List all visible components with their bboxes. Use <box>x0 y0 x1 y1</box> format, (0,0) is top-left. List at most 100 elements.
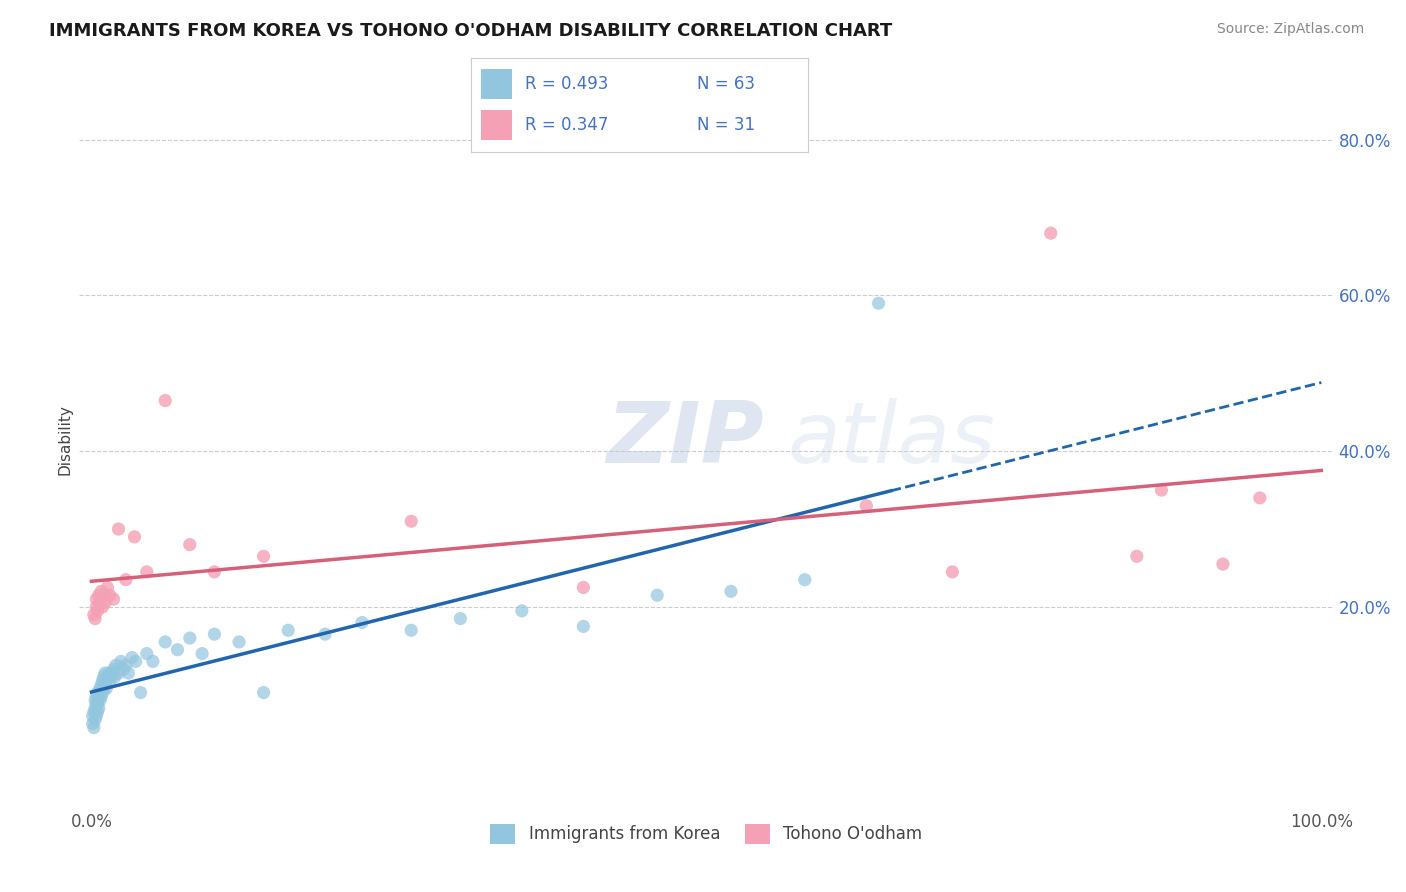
Point <box>94 596 117 610</box>
Point <box>204 627 226 641</box>
Point <box>84 701 107 715</box>
Point <box>103 592 125 607</box>
Point <box>94 678 117 692</box>
Point <box>204 565 226 579</box>
Point <box>86 604 108 618</box>
Bar <box>481 70 512 99</box>
Text: N = 63: N = 63 <box>697 75 755 93</box>
Point <box>86 705 108 719</box>
Y-axis label: Disability: Disability <box>58 404 72 475</box>
Point <box>1150 483 1173 497</box>
Point <box>83 705 105 719</box>
Point <box>155 393 177 408</box>
Point <box>91 599 114 614</box>
Point <box>572 581 595 595</box>
Point <box>98 588 121 602</box>
Point <box>104 670 127 684</box>
Point <box>572 619 595 633</box>
Point <box>86 592 108 607</box>
Point <box>449 611 471 625</box>
Text: Source: ZipAtlas.com: Source: ZipAtlas.com <box>1216 22 1364 37</box>
Point <box>107 666 129 681</box>
Point <box>86 709 108 723</box>
Point <box>115 658 138 673</box>
Point <box>314 627 336 641</box>
Point <box>855 499 877 513</box>
Point <box>98 673 121 688</box>
Text: R = 0.347: R = 0.347 <box>524 117 609 135</box>
Text: atlas: atlas <box>787 398 995 481</box>
Point <box>793 573 815 587</box>
Point <box>129 685 152 699</box>
Point <box>399 514 422 528</box>
Point <box>82 709 104 723</box>
Point <box>107 522 129 536</box>
Point <box>100 670 122 684</box>
Point <box>82 716 104 731</box>
Point <box>103 662 125 676</box>
Point <box>1126 549 1149 564</box>
Point <box>720 584 742 599</box>
Point <box>121 650 143 665</box>
Point <box>117 666 139 681</box>
Point <box>90 678 112 692</box>
Point <box>87 701 110 715</box>
Text: IMMIGRANTS FROM KOREA VS TOHONO O'ODHAM DISABILITY CORRELATION CHART: IMMIGRANTS FROM KOREA VS TOHONO O'ODHAM … <box>49 22 893 40</box>
Point <box>89 693 111 707</box>
Point <box>645 588 668 602</box>
Text: N = 31: N = 31 <box>697 117 755 135</box>
Point <box>191 647 214 661</box>
Point <box>125 655 148 669</box>
Point <box>124 530 146 544</box>
Point <box>1039 226 1062 240</box>
Point <box>90 690 112 704</box>
Point <box>228 635 250 649</box>
Point <box>179 631 201 645</box>
Point <box>86 690 108 704</box>
Text: ZIP: ZIP <box>606 398 763 481</box>
Point <box>96 673 118 688</box>
Text: R = 0.493: R = 0.493 <box>524 75 609 93</box>
Point <box>252 685 274 699</box>
Point <box>1212 557 1234 571</box>
Point <box>105 658 128 673</box>
Point <box>89 681 111 696</box>
Point <box>510 604 533 618</box>
Point <box>89 596 111 610</box>
Point <box>252 549 274 564</box>
Point <box>96 670 118 684</box>
Point <box>93 670 115 684</box>
Point <box>87 588 110 602</box>
Point <box>277 624 299 638</box>
Point <box>90 584 112 599</box>
Point <box>86 698 108 712</box>
Point <box>135 565 157 579</box>
Point <box>91 673 114 688</box>
Point <box>1249 491 1271 505</box>
Point <box>83 607 105 622</box>
Point <box>93 681 115 696</box>
Point <box>84 713 107 727</box>
Point <box>96 681 118 696</box>
Point <box>941 565 963 579</box>
Point <box>350 615 373 630</box>
Point <box>93 588 115 602</box>
Point <box>101 666 124 681</box>
Point <box>86 599 108 614</box>
Point <box>83 721 105 735</box>
Bar <box>481 111 512 140</box>
Point <box>84 611 107 625</box>
Point <box>115 573 138 587</box>
Point <box>179 538 201 552</box>
Point <box>94 666 117 681</box>
Point <box>86 685 108 699</box>
Point <box>91 685 114 699</box>
Point <box>868 296 890 310</box>
Legend: Immigrants from Korea, Tohono O'odham: Immigrants from Korea, Tohono O'odham <box>491 823 922 844</box>
Point <box>155 635 177 649</box>
Point <box>96 581 118 595</box>
Point <box>87 690 110 704</box>
Point <box>112 662 135 676</box>
Point <box>110 655 132 669</box>
Point <box>97 666 120 681</box>
